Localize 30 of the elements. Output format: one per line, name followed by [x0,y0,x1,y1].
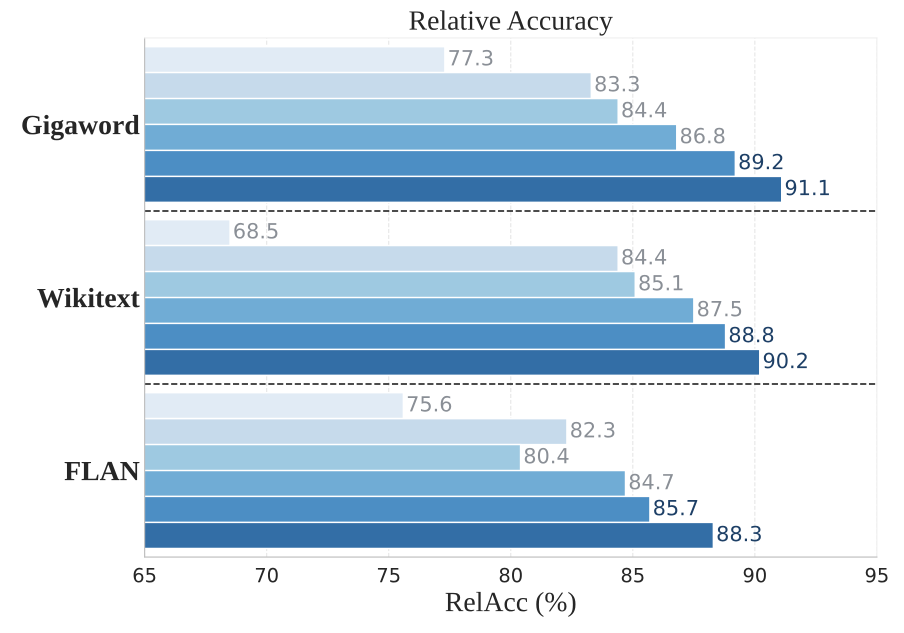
x-tick-label: 80 [500,568,522,583]
x-tick-label: 85 [622,568,644,583]
data-label: 77.3 [449,50,492,66]
x-tick-label: 65 [134,568,156,583]
y-tick-label: Gigaword [22,114,140,140]
x-tick-label: 70 [256,568,278,583]
data-label: 88.3 [718,526,761,542]
chart-title: Relative Accuracy [409,10,613,36]
y-tick-label: Wikitext [37,288,140,308]
data-label: 68.5 [234,222,278,239]
data-label: 75.6 [408,396,452,412]
data-label: 85.7 [654,500,698,516]
data-label: 89.2 [740,154,782,170]
data-label: 86.8 [680,128,724,144]
data-label: 87.5 [698,300,742,317]
x-tick-label: 95 [866,568,888,583]
x-tick-label: 75 [378,568,400,583]
data-label: 84.7 [630,474,673,490]
data-label: 90.2 [764,352,807,368]
data-label: 80.4 [524,448,569,464]
data-label: 88.8 [730,326,774,342]
data-label: 82.3 [571,422,614,438]
data-label: 84.4 [622,248,666,265]
data-label: 85.1 [639,274,682,291]
x-tick-label: 90 [744,568,766,583]
data-label: 91.1 [786,180,829,196]
x-axis-title: RelAcc (%) [446,592,576,618]
data-label: 84.4 [622,102,666,118]
y-tick-label: FLAN [64,462,140,480]
data-label: 83.3 [595,76,639,92]
